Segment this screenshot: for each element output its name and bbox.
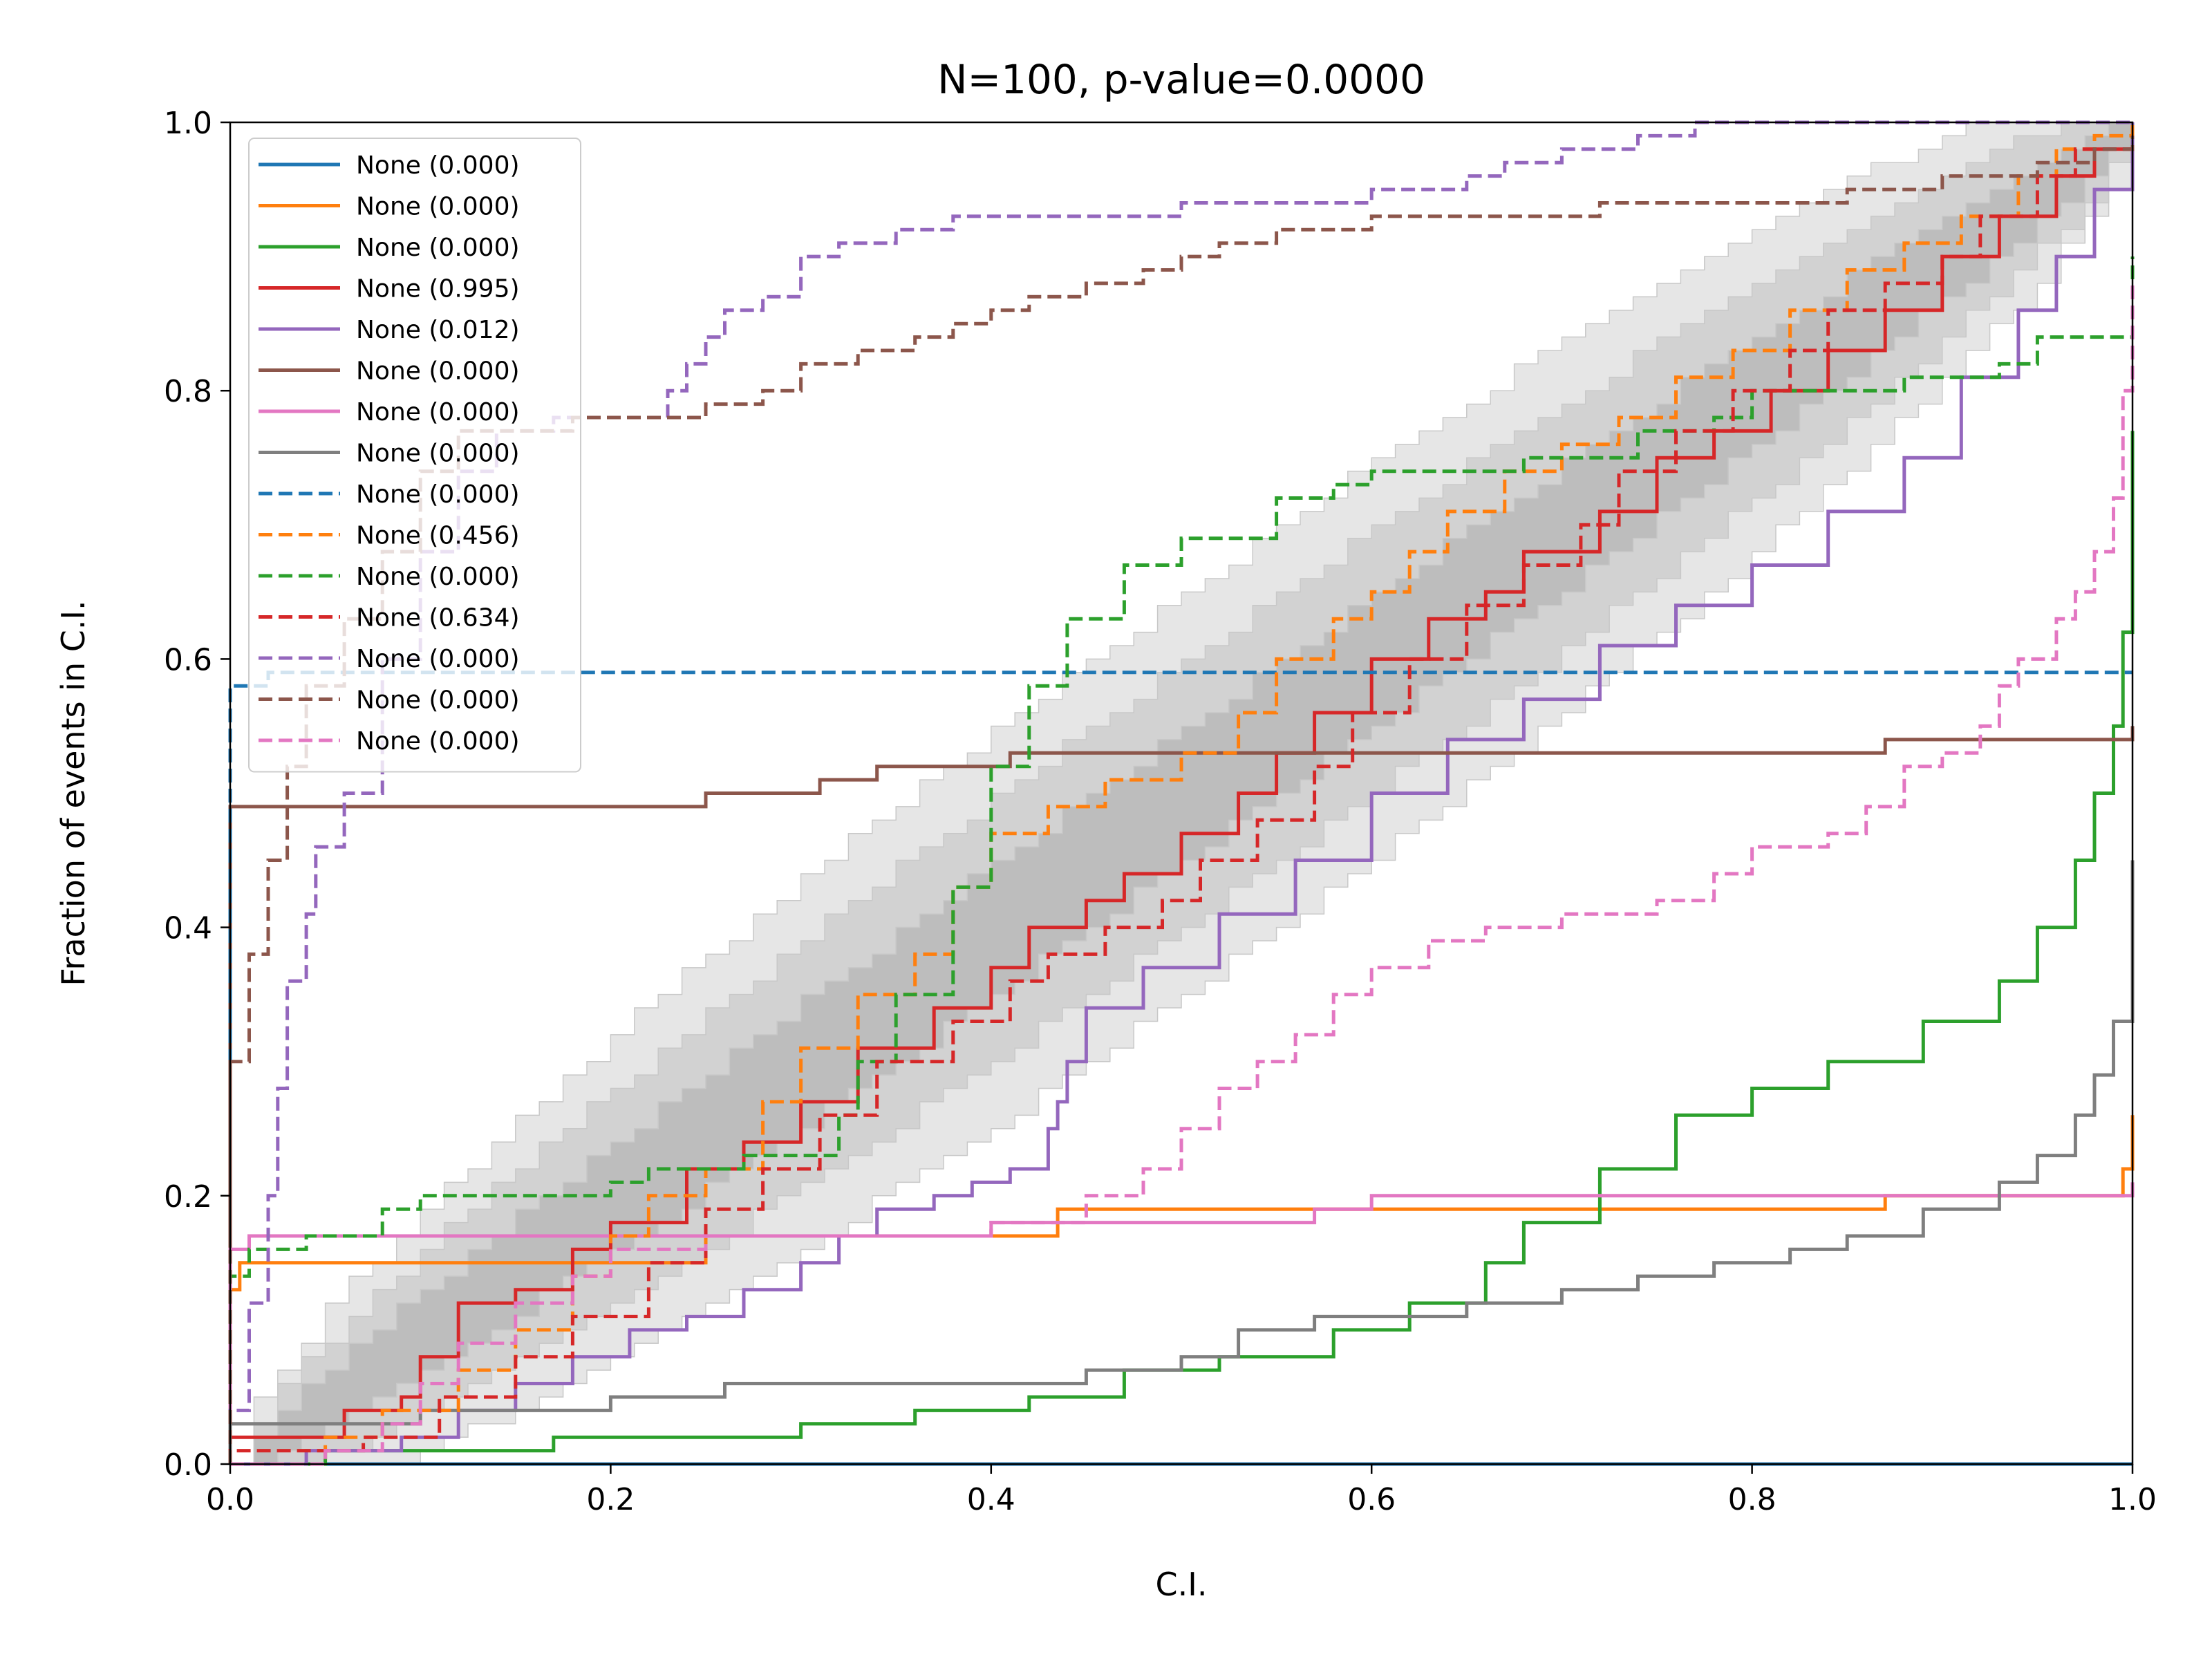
x-tick-label: 0.6 xyxy=(1347,1482,1396,1517)
legend-box xyxy=(248,138,581,773)
legend-label: None (0.000) xyxy=(356,398,520,427)
y-tick-label: 0.4 xyxy=(164,911,212,946)
series-line-8 xyxy=(228,860,2135,1464)
series-line-10 xyxy=(230,122,2135,1466)
legend-label: None (0.995) xyxy=(356,275,520,303)
series-line-5 xyxy=(230,122,2135,1466)
y-tick-label: 0.8 xyxy=(164,374,212,409)
x-tick-label: 0.8 xyxy=(1728,1482,1777,1517)
series-line-13 xyxy=(228,120,2133,1464)
legend-label: None (0.000) xyxy=(356,727,520,756)
legend-label: None (0.634) xyxy=(356,604,520,632)
legend-label: None (0.000) xyxy=(356,193,520,221)
legend-label: None (0.000) xyxy=(356,563,520,591)
legend-label: None (0.000) xyxy=(356,645,520,673)
x-tick-label: 0.2 xyxy=(586,1482,635,1517)
y-tick-label: 1.0 xyxy=(164,106,212,141)
x-tick-label: 1.0 xyxy=(2108,1482,2157,1517)
legend-label: None (0.000) xyxy=(356,357,520,386)
series-line-11 xyxy=(228,256,2135,1464)
series-lines xyxy=(228,120,2135,1466)
series-line-3 xyxy=(230,431,2135,1466)
legend-label: None (0.000) xyxy=(356,234,520,262)
legend-label: None (0.456) xyxy=(356,522,520,550)
legend-label: None (0.000) xyxy=(356,151,520,180)
series-line-6 xyxy=(228,726,2135,1464)
legend-label: None (0.000) xyxy=(356,440,520,468)
y-tick-label: 0.6 xyxy=(164,642,212,677)
legend: None (0.000) None (0.000) None (0.000) None… xyxy=(248,138,581,773)
y-axis-label: Fraction of events in C.I. xyxy=(55,600,92,986)
plot-frame xyxy=(229,121,2134,1465)
series-line-15 xyxy=(230,283,2135,1466)
x-tick-label: 0.4 xyxy=(967,1482,1015,1517)
legend-label: None (0.000) xyxy=(356,480,520,509)
axis-ticks: 0.0 0.2 0.4 0.6 0.8 1.0 0.0 0.2 0.4 0.6 0.8 1.0 xyxy=(164,106,2157,1517)
legend-label: None (0.012) xyxy=(356,316,520,344)
y-tick-label: 0.2 xyxy=(164,1179,212,1215)
chart-title: N=100, p-value=0.0000 xyxy=(937,56,1425,103)
series-line-9 xyxy=(228,671,2133,1464)
x-axis-label: C.I. xyxy=(1156,1566,1208,1603)
series-line-12 xyxy=(228,135,2135,1464)
x-tick-label: 0.0 xyxy=(206,1482,254,1517)
y-tick-label: 0.0 xyxy=(164,1447,212,1483)
legend-label: None (0.000) xyxy=(356,686,520,715)
